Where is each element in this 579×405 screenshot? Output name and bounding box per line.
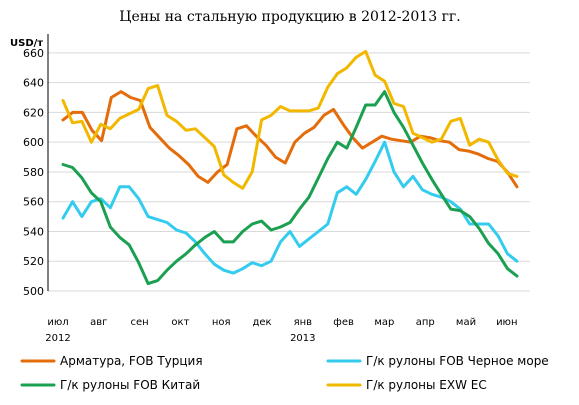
x-axis-ticks: июл авг сен окт ноя дек янв фев мар апр май июн 2012… <box>45 317 517 344</box>
x-tick-label: ноя <box>212 317 231 328</box>
x-tick-label: авг <box>90 317 107 328</box>
y-tick-label: 620 <box>23 106 44 119</box>
series-line-2 <box>61 140 519 275</box>
y-tick-label: 520 <box>23 255 44 268</box>
x-tick-label: мар <box>374 317 394 328</box>
series-line-4 <box>61 49 519 190</box>
x-tick-label: янв <box>294 317 313 328</box>
y-tick-label: 500 <box>23 285 44 298</box>
unit-label: USD/т <box>10 38 43 49</box>
x-tick-label: июн <box>496 317 517 328</box>
y-tick-label: 560 <box>23 196 44 209</box>
y-tick-label: 540 <box>23 225 44 238</box>
legend-label: Г/к рулоны EXW ЕС <box>366 378 487 392</box>
chart-title: Цены на стальную продукцию в 2012-2013 г… <box>119 9 460 25</box>
y-tick-label: 640 <box>23 77 44 90</box>
legend: Арматура, FOB Турция Г/к рулоны FOB Черно… <box>20 354 549 392</box>
y-tick-label: 660 <box>23 47 44 60</box>
grid-lines <box>47 34 530 292</box>
x-tick-label: дек <box>252 317 271 328</box>
legend-label: Г/к рулоны FOB Китай <box>60 378 200 392</box>
series-line-1 <box>61 90 519 189</box>
x-tick-label: апр <box>416 317 435 328</box>
y-axis-ticks: 500 520 540 560 580 600 620 640 660 <box>23 47 44 298</box>
legend-label: Г/к рулоны FOB Черное море <box>366 354 549 368</box>
x-tick-label: сен <box>130 317 148 328</box>
x-tick-label: окт <box>171 317 189 328</box>
x-tick-label: июл <box>47 317 68 328</box>
y-tick-label: 580 <box>23 166 44 179</box>
series-lines <box>61 49 519 286</box>
x-tick-label: май <box>456 317 476 328</box>
legend-label: Арматура, FOB Турция <box>60 354 203 368</box>
x-tick-label: фев <box>333 317 354 328</box>
y-tick-label: 600 <box>23 136 44 149</box>
x-year-label: 2013 <box>290 333 315 344</box>
series-line-3 <box>61 90 519 286</box>
x-year-label: 2012 <box>45 333 70 344</box>
